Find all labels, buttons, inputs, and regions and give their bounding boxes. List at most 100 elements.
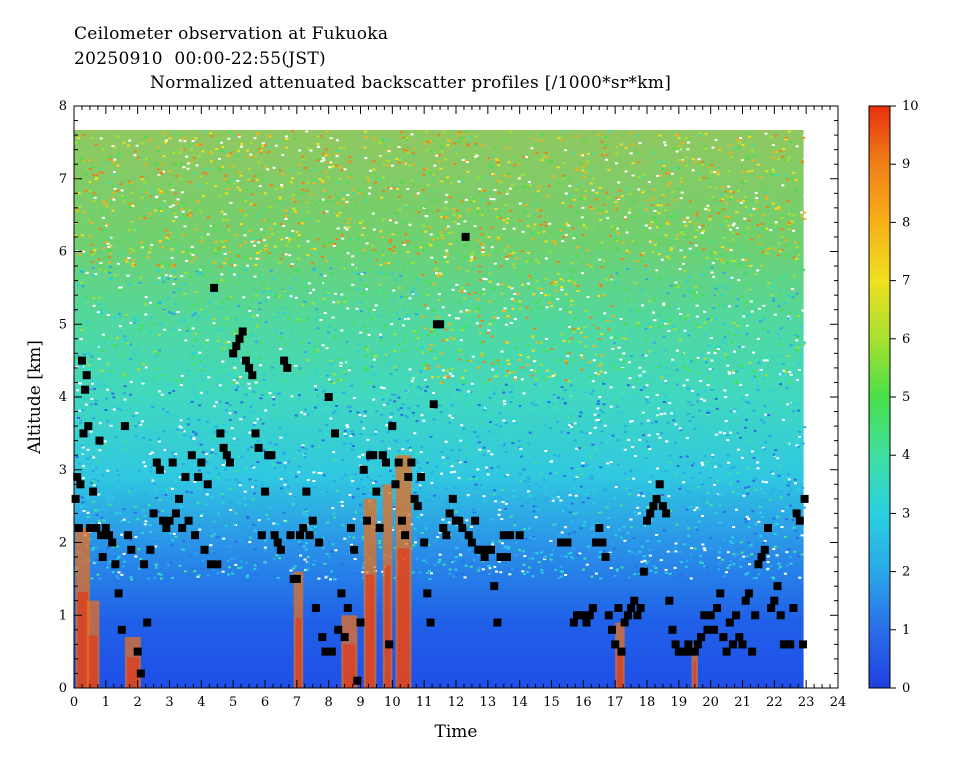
cloud-base-point bbox=[445, 509, 454, 518]
cloud-base-point bbox=[773, 582, 782, 591]
cloud-base-point bbox=[496, 553, 505, 561]
cloud-base-point bbox=[359, 465, 368, 474]
cloud-base-point bbox=[716, 589, 725, 598]
cloud-base-point bbox=[741, 596, 750, 605]
x-tick-label: 7 bbox=[293, 695, 301, 710]
cloud-base-point bbox=[378, 451, 387, 460]
y-tick-label: 2 bbox=[59, 536, 67, 551]
cloud-base-point bbox=[732, 611, 741, 620]
colorbar-tick-label: 6 bbox=[902, 332, 910, 347]
cloud-base-point bbox=[105, 531, 113, 540]
cloud-base-point bbox=[165, 516, 174, 525]
cloud-base-point bbox=[276, 545, 285, 554]
x-tick-label: 13 bbox=[480, 695, 497, 710]
cloud-base-point bbox=[725, 618, 734, 627]
cloud-base-point bbox=[751, 611, 760, 620]
cloud-base-point bbox=[146, 545, 155, 554]
cloud-base-point bbox=[423, 589, 432, 598]
cloud-base-point bbox=[286, 531, 295, 540]
cloud-base-point bbox=[719, 633, 728, 642]
cloud-base-point bbox=[436, 320, 445, 329]
cloud-base-point bbox=[490, 582, 499, 591]
cloud-base-point bbox=[124, 531, 133, 540]
colorbar-tick-label: 0 bbox=[902, 681, 910, 696]
cloud-base-point bbox=[261, 487, 269, 496]
cloud-base-point bbox=[334, 625, 343, 634]
cloud-base-point bbox=[401, 531, 410, 540]
colorbar: 0 1 2 3 4 5 6 7 8 9 10 bbox=[868, 99, 919, 696]
cloud-base-series bbox=[71, 232, 809, 685]
cloud-base-point bbox=[184, 516, 193, 525]
cloud-base-point bbox=[665, 596, 674, 605]
colorbar-tick-label: 1 bbox=[902, 623, 910, 638]
cloud-base-point bbox=[643, 516, 651, 525]
cloud-base-point bbox=[226, 458, 234, 467]
cloud-base-point bbox=[171, 509, 180, 518]
cloud-base-point bbox=[652, 494, 661, 503]
cloud-base-point bbox=[254, 443, 263, 452]
cloud-base-point bbox=[324, 393, 333, 401]
cloud-base-point bbox=[502, 553, 511, 561]
x-tick-label: 19 bbox=[671, 695, 688, 710]
cloud-base-point bbox=[372, 487, 381, 496]
cloud-base-point bbox=[426, 618, 435, 627]
cloud-base-point bbox=[388, 422, 397, 431]
cloud-base-point bbox=[786, 640, 795, 649]
colorbar-tick-label: 5 bbox=[902, 390, 910, 405]
y-tick-label: 5 bbox=[59, 317, 67, 332]
cloud-base-point bbox=[592, 538, 601, 547]
x-tick-label: 17 bbox=[607, 695, 624, 710]
cloud-base-point bbox=[346, 524, 355, 532]
cloud-base-point bbox=[101, 524, 110, 532]
cloud-base-point bbox=[127, 545, 136, 554]
cloud-base-point bbox=[175, 494, 183, 503]
cloud-base-point bbox=[735, 633, 744, 642]
cloud-base-point bbox=[369, 451, 378, 460]
y-tick-label: 4 bbox=[59, 390, 67, 405]
colorbar-tick-label: 10 bbox=[902, 99, 919, 114]
cloud-base-point bbox=[442, 531, 451, 540]
cloud-base-point bbox=[305, 531, 314, 540]
cloud-base-point bbox=[713, 604, 721, 612]
cloud-base-point bbox=[315, 538, 324, 547]
y-tick-label: 7 bbox=[59, 172, 67, 187]
x-tick-label: 14 bbox=[511, 695, 528, 710]
cloud-base-point bbox=[222, 451, 231, 460]
cloud-base-point bbox=[140, 560, 148, 569]
cloud-base-point bbox=[620, 618, 629, 627]
colorbar-tick-label: 7 bbox=[902, 274, 910, 289]
cloud-base-point bbox=[248, 371, 257, 380]
cloud-base-point bbox=[299, 524, 308, 532]
y-axis-title: Altitude [km] bbox=[25, 340, 45, 455]
cloud-base-point bbox=[792, 509, 801, 518]
cloud-base-point bbox=[143, 618, 152, 627]
cloud-base-point bbox=[480, 553, 489, 561]
cloud-base-point bbox=[213, 560, 222, 569]
x-axis-title: Time bbox=[435, 722, 478, 742]
cloud-base-point bbox=[448, 494, 457, 503]
cloud-base-point bbox=[748, 647, 757, 656]
cloud-base-point bbox=[210, 283, 219, 292]
plot-area: 0 1 2 3 4 5 6 7 8 9 10 11 12 13 14 15 16 17 18 19 20 21 22 23 24… bbox=[59, 99, 847, 710]
cloud-base-point bbox=[563, 538, 572, 547]
chart-title-line1: Ceilometer observation at Fukuoka bbox=[74, 24, 389, 44]
cloud-base-point bbox=[71, 494, 80, 503]
cloud-base-point bbox=[493, 618, 502, 627]
x-tick-label: 9 bbox=[356, 695, 364, 710]
cloud-base-point bbox=[92, 524, 101, 532]
chart-title: Normalized attenuated backscatter profil… bbox=[150, 73, 672, 93]
cloud-base-point bbox=[321, 647, 330, 656]
x-tick-label: 5 bbox=[229, 695, 237, 710]
x-tick-label: 20 bbox=[702, 695, 719, 710]
cloud-base-point bbox=[81, 385, 90, 394]
cloud-base-point bbox=[795, 516, 804, 525]
cloud-base-point bbox=[327, 647, 336, 656]
x-tick-label: 24 bbox=[830, 695, 847, 710]
cloud-base-point bbox=[627, 604, 636, 612]
cloud-base-point bbox=[238, 327, 247, 336]
cloud-base-point bbox=[662, 509, 671, 518]
cloud-base-point bbox=[623, 611, 632, 620]
cloud-base-point bbox=[95, 436, 104, 445]
cloud-base-point bbox=[391, 480, 400, 489]
backscatter-field bbox=[74, 130, 804, 688]
